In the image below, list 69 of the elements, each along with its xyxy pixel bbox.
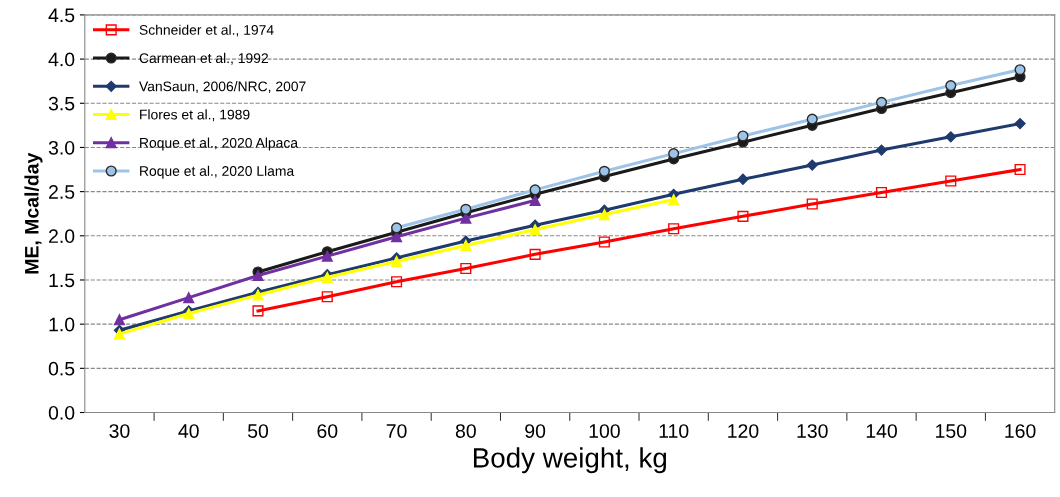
point xyxy=(183,292,195,304)
legend-label: Carmean et al., 1992 xyxy=(139,52,268,65)
point xyxy=(945,131,957,143)
point xyxy=(529,224,541,236)
y-tick-label: 1.0 xyxy=(49,317,75,332)
point xyxy=(529,184,541,196)
x-tick-label: 110 xyxy=(659,424,689,438)
point xyxy=(945,175,957,187)
point xyxy=(875,186,888,199)
legend-label: Roque et al., 2020 Llama xyxy=(140,165,295,179)
point xyxy=(390,222,403,234)
x-tick-label: 80 xyxy=(455,424,476,438)
point xyxy=(252,305,264,317)
legend-label: Flores et al., 1989 xyxy=(140,109,250,122)
y-tick-label: 1.5 xyxy=(49,273,75,288)
point xyxy=(321,250,333,262)
y-tick-label: 0.5 xyxy=(48,361,75,376)
point xyxy=(875,144,888,156)
y-tick-label: 3.0 xyxy=(48,140,75,155)
y-tick-label: 0.0 xyxy=(48,405,75,420)
y-tick-label: 4.0 xyxy=(48,52,75,67)
x-tick-label: 40 xyxy=(178,424,199,438)
point xyxy=(252,270,264,282)
point xyxy=(737,173,749,185)
point xyxy=(598,236,610,248)
point xyxy=(460,262,472,275)
x-tick-label: 100 xyxy=(589,424,620,438)
point xyxy=(806,159,818,171)
x-tick-label: 150 xyxy=(936,424,967,438)
point xyxy=(529,194,541,207)
x-tick-label: 60 xyxy=(317,424,338,438)
point xyxy=(668,223,680,235)
point xyxy=(875,96,888,108)
x-axis-title: Body weight, kg xyxy=(473,447,667,474)
point xyxy=(945,80,957,92)
x-tick-label: 90 xyxy=(525,424,546,438)
point xyxy=(113,328,125,340)
point xyxy=(806,113,818,125)
x-tick-label: 140 xyxy=(866,424,897,438)
legend-label: Schneider et al., 1974 xyxy=(139,24,274,37)
point xyxy=(1014,163,1026,176)
point xyxy=(598,209,610,221)
x-tick-label: 50 xyxy=(247,424,269,438)
point xyxy=(460,203,472,215)
y-tick-label: 3.5 xyxy=(48,96,75,111)
point xyxy=(321,291,333,303)
x-tick-label: 30 xyxy=(109,424,130,438)
point xyxy=(529,248,541,260)
x-tick-label: 130 xyxy=(797,424,828,438)
y-tick-label: 2.0 xyxy=(49,229,75,244)
y-tick-label: 2.5 xyxy=(49,185,75,199)
x-tick-label: 160 xyxy=(1005,424,1036,438)
point xyxy=(1014,64,1026,76)
point xyxy=(113,314,125,326)
legend-label: VanSaun, 2006/NRC, 2007 xyxy=(139,81,306,93)
point xyxy=(668,148,680,160)
point xyxy=(598,165,610,177)
y-tick-label: 4.5 xyxy=(48,8,75,23)
point xyxy=(806,198,818,210)
legend-label: Roque et al., 2020 Alpaca xyxy=(140,137,299,151)
point xyxy=(668,194,680,206)
point xyxy=(737,210,749,222)
point xyxy=(1014,117,1026,130)
x-tick-label: 120 xyxy=(728,424,759,438)
point xyxy=(390,276,403,288)
x-tick-label: 70 xyxy=(386,424,407,438)
y-axis-title: ME, Mcal/day xyxy=(24,152,43,274)
point xyxy=(460,239,472,252)
point xyxy=(737,130,749,142)
